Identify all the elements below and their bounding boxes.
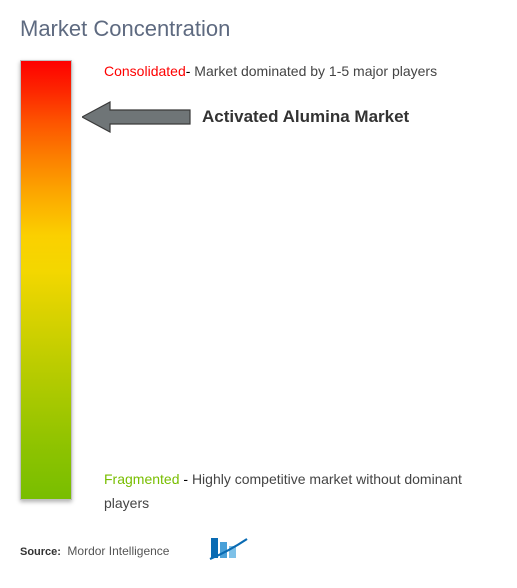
consolidated-label: Consolidated- Market dominated by 1-5 ma… bbox=[104, 62, 437, 82]
source-footer: Source: Mordor Intelligence bbox=[20, 535, 249, 566]
chart-area: Consolidated- Market dominated by 1-5 ma… bbox=[20, 60, 497, 520]
source-name: Mordor Intelligence bbox=[67, 544, 169, 558]
concentration-gradient-bar bbox=[20, 60, 72, 500]
arrow-left-icon bbox=[82, 100, 192, 134]
consolidated-term: Consolidated bbox=[104, 63, 186, 79]
fragmented-label: Fragmented - Highly competitive market w… bbox=[104, 468, 497, 516]
page-title: Market Concentration bbox=[20, 16, 497, 42]
market-name-label: Activated Alumina Market bbox=[202, 107, 409, 127]
mordor-logo-icon bbox=[209, 535, 249, 566]
consolidated-sep: - bbox=[186, 63, 191, 79]
fragmented-sep: - bbox=[183, 471, 188, 487]
consolidated-description: Market dominated by 1-5 major players bbox=[194, 63, 437, 79]
market-marker: Activated Alumina Market bbox=[82, 100, 409, 134]
fragmented-term: Fragmented bbox=[104, 471, 179, 487]
source-text: Source: Mordor Intelligence bbox=[20, 542, 169, 560]
source-prefix: Source: bbox=[20, 546, 61, 558]
